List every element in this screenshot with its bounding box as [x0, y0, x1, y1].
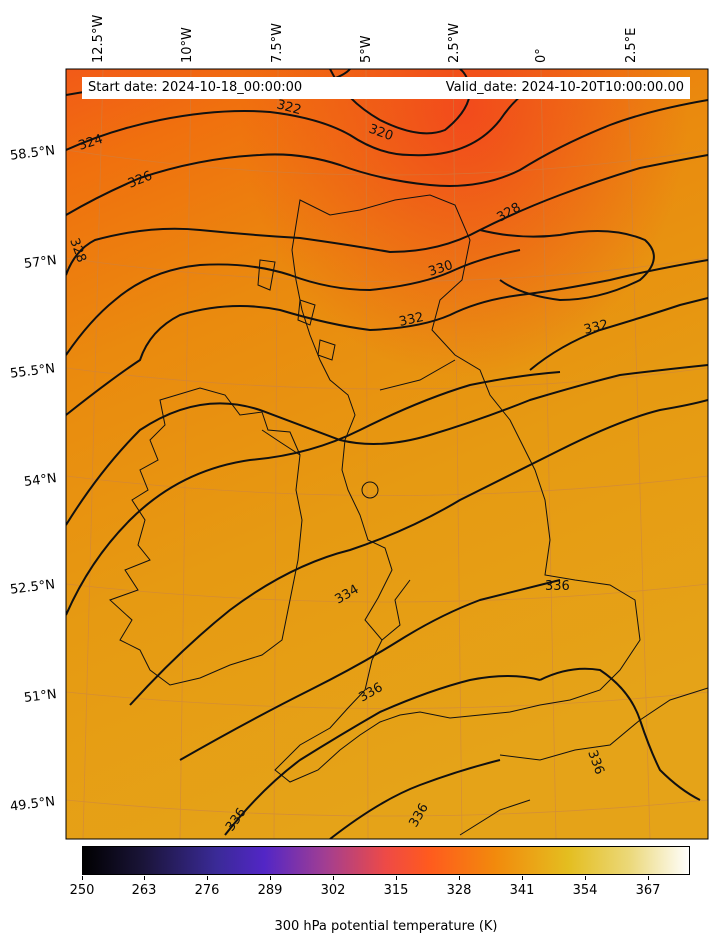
- colorbar-fill: [82, 846, 690, 875]
- contour-label: 322: [275, 97, 303, 118]
- ireland-coast: [109, 387, 303, 686]
- lon-label: 2.5°E: [624, 27, 639, 63]
- contour-330: [66, 249, 521, 356]
- colorbar-tick-label: 328: [446, 883, 472, 898]
- great-britain-coast: [274, 194, 641, 783]
- colorbar-tick: [522, 876, 523, 880]
- contour-324: [66, 77, 551, 157]
- map-frame: [65, 68, 709, 840]
- graticule: [66, 69, 708, 839]
- colorbar-label: 300 hPa potential temperature (K): [274, 919, 498, 934]
- contour-336f: [539, 667, 701, 801]
- contour-336b: [129, 399, 708, 706]
- temperature-field: [66, 69, 708, 839]
- date-info-bar: Start date: 2024-10-18_00:00:00 Valid_da…: [82, 77, 690, 99]
- channel-coast: [459, 799, 531, 836]
- contour-326: [66, 99, 708, 216]
- colorbar-tick-label: 367: [635, 883, 661, 898]
- france-coast: [499, 687, 708, 761]
- contour-label: 332: [398, 310, 425, 330]
- lon-label: 0°: [534, 48, 549, 63]
- colorbar-tick: [396, 876, 397, 880]
- lon-label: 12.5°W: [91, 14, 106, 63]
- colorbar-tick: [144, 876, 145, 880]
- colorbar-tick-label: 250: [69, 883, 95, 898]
- lon-label: 7.5°W: [270, 22, 285, 63]
- contour-334: [66, 364, 708, 526]
- colorbar-tick: [333, 876, 334, 880]
- contour-336c: [179, 579, 561, 761]
- colorbar-tick: [585, 876, 586, 880]
- contour-336e: [329, 759, 501, 839]
- start-date: Start date: 2024-10-18_00:00:00: [88, 80, 303, 95]
- contour-328b: [479, 229, 655, 302]
- colorbar-tick-label: 354: [572, 883, 598, 898]
- valid-date: Valid_date: 2024-10-20T10:00:00.00: [445, 80, 684, 95]
- contour-336a: [66, 371, 561, 616]
- coastlines: [109, 194, 708, 836]
- colorbar: [82, 846, 690, 875]
- contour-332b: [529, 297, 708, 371]
- colorbar-tick-label: 263: [131, 883, 157, 898]
- lon-label: 5°W: [359, 35, 374, 63]
- colorbar-tick: [82, 876, 83, 880]
- contour-328a: [66, 154, 708, 276]
- contour-332a: [66, 259, 708, 416]
- colorbar-tick: [270, 876, 271, 880]
- colorbar-tick: [207, 876, 208, 880]
- contour-336d: [224, 675, 541, 836]
- lon-label: 10°W: [180, 27, 195, 63]
- contour-label: 336: [545, 579, 570, 594]
- colorbar-tick-label: 289: [257, 883, 283, 898]
- colorbar-tick-label: 276: [194, 883, 220, 898]
- colorbar-tick-label: 302: [320, 883, 346, 898]
- colorbar-tick: [648, 876, 649, 880]
- colorbar-tick: [459, 876, 460, 880]
- colorbar-tick-label: 315: [383, 883, 409, 898]
- contour-label: 324: [77, 132, 105, 154]
- contour-label: 330: [427, 258, 455, 280]
- lon-label: 2.5°W: [447, 22, 462, 63]
- colorbar-tick-label: 341: [509, 883, 535, 898]
- contour-label: 332: [582, 317, 610, 338]
